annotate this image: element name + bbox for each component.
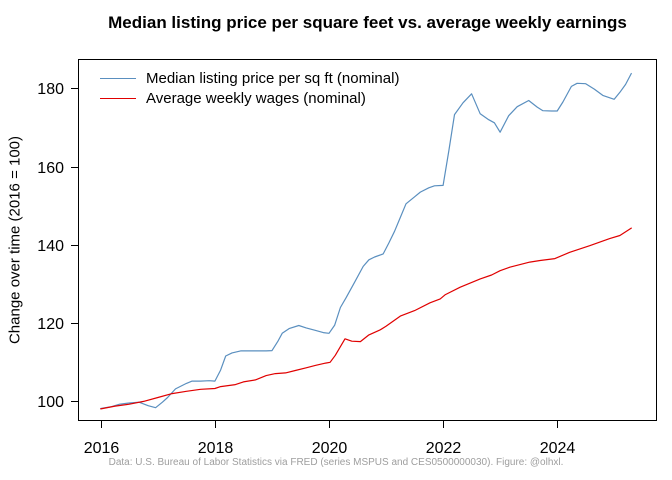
plot-frame xyxy=(78,59,657,421)
legend-label: Median listing price per sq ft (nominal) xyxy=(146,69,400,87)
chart-title: Median listing price per square feet vs.… xyxy=(108,13,627,32)
y-tick-label: 120 xyxy=(37,316,64,333)
x-tick-label: 2018 xyxy=(198,440,234,457)
legend-row: Median listing price per sq ft (nominal) xyxy=(100,68,399,88)
legend-line-swatch-average-weekly-wages xyxy=(100,97,136,99)
y-tick-label: 160 xyxy=(37,160,64,177)
y-tick-label: 180 xyxy=(37,81,64,98)
series-line-average-weekly-wages xyxy=(100,227,632,410)
legend-row: Average weekly wages (nominal) xyxy=(100,88,399,108)
x-tick-label: 2020 xyxy=(312,440,348,457)
y-tick-label: 140 xyxy=(37,238,64,255)
legend-line-swatch-median-listing-price xyxy=(100,77,136,79)
x-tick-label: 2022 xyxy=(426,440,462,457)
y-tick-label: 100 xyxy=(37,394,64,411)
series-line-median-listing-price xyxy=(100,72,632,410)
x-tick-label: 2024 xyxy=(540,440,576,457)
chart-legend: Median listing price per sq ft (nominal)… xyxy=(100,68,399,108)
footer-note: Data: U.S. Bureau of Labor Statistics vi… xyxy=(108,457,564,468)
x-tick-label: 2016 xyxy=(84,440,120,457)
legend-label: Average weekly wages (nominal) xyxy=(146,89,366,107)
